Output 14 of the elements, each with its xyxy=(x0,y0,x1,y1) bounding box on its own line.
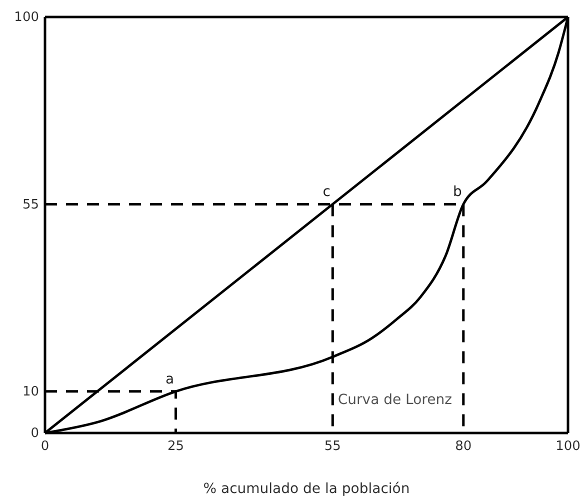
x-tick-label: 0 xyxy=(40,439,50,454)
y-tick-label: 55 xyxy=(22,197,39,212)
annotation: c xyxy=(322,184,330,200)
x-tick-label: 25 xyxy=(167,439,184,454)
y-tick-label: 10 xyxy=(22,384,39,400)
x-tick-label: 55 xyxy=(324,439,341,454)
x-tick-label: 100 xyxy=(556,439,580,454)
y-tick-label: 100 xyxy=(14,10,39,26)
x-tick-label: 80 xyxy=(455,439,472,454)
annotation: a xyxy=(165,371,174,388)
annotation: b xyxy=(452,184,462,200)
y-tick-label: 0 xyxy=(30,426,39,442)
text: Curva de Lorenz xyxy=(338,392,452,408)
x-axis-title: % acumulado de la población xyxy=(203,481,410,497)
